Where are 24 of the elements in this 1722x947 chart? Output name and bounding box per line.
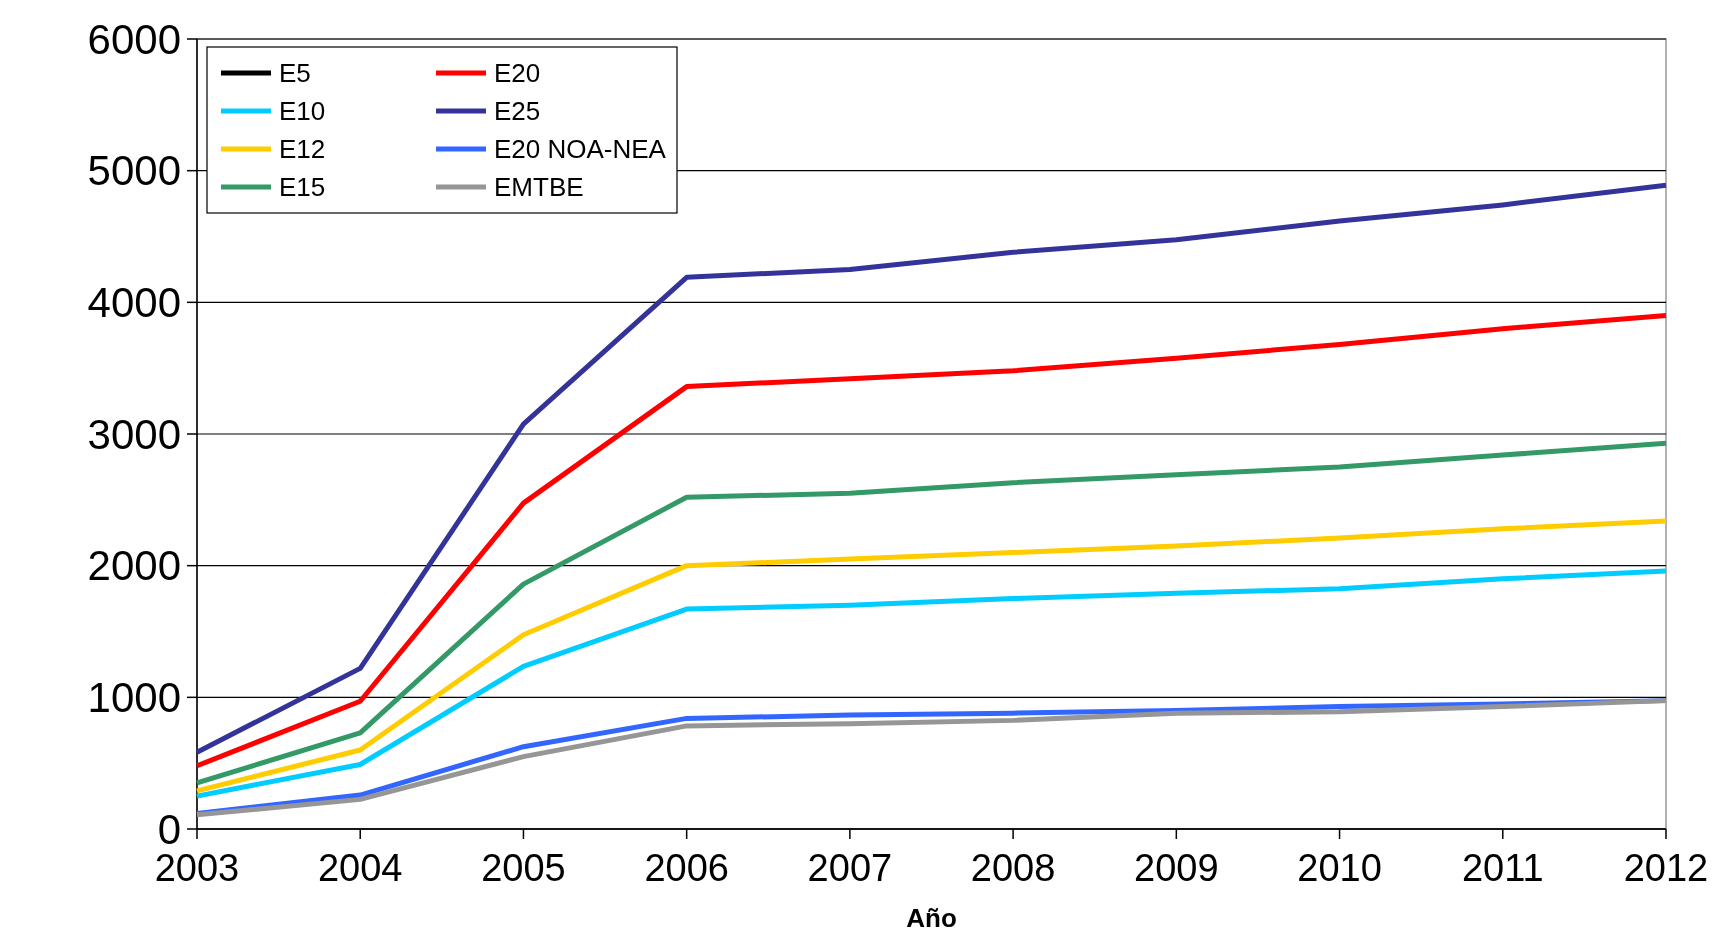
x-tick-label: 2011: [1461, 847, 1544, 889]
y-tick-label: 6000: [87, 15, 181, 63]
x-tick-label: 2007: [807, 847, 893, 889]
x-tick-label: 2010: [1297, 847, 1382, 889]
legend-label: E10: [279, 96, 326, 127]
y-tick-label: 2000: [87, 542, 181, 590]
y-tick-label: 3000: [87, 410, 181, 458]
x-tick-label: 2012: [1623, 847, 1709, 889]
y-tick-label: 4000: [87, 279, 181, 327]
legend-label: E12: [279, 134, 326, 165]
legend-label: E15: [279, 172, 326, 203]
legend-label: E25: [494, 96, 541, 127]
legend-label: E5: [279, 58, 311, 89]
x-axis-title: Año: [906, 903, 957, 933]
x-tick-label: 2009: [1134, 847, 1219, 889]
x-tick-label: 2006: [644, 847, 729, 889]
y-tick-label: 1000: [87, 674, 181, 722]
x-tick-label: 2008: [970, 847, 1056, 889]
legend-label: E20: [494, 58, 541, 89]
x-tick-label: 2004: [317, 847, 403, 889]
x-tick-label: 2005: [481, 847, 566, 889]
legend-label: E20 NOA-NEA: [494, 134, 667, 165]
y-tick-label: 5000: [87, 147, 181, 195]
legend-label: EMTBE: [494, 172, 584, 203]
